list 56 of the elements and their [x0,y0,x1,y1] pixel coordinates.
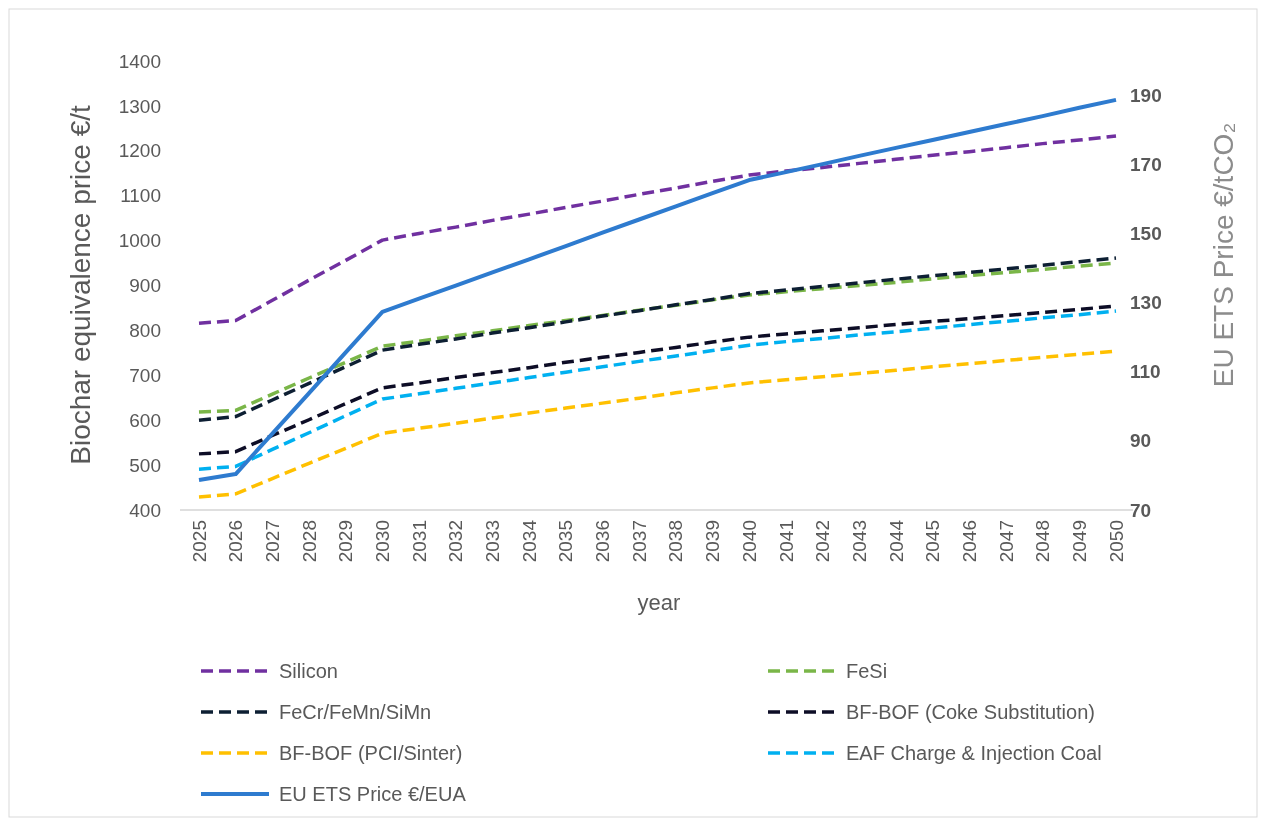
x-tick-label: 2034 [518,519,540,563]
x-tick-label: 2031 [408,520,430,563]
x-tick-label: 2040 [738,520,760,563]
x-tick-label: 2030 [372,520,394,563]
x-tick-label: 2037 [628,520,650,563]
x-axis-title: year [637,590,681,615]
y-tick-label: 1200 [118,140,161,162]
y-tick-label: 800 [129,320,161,342]
x-tick-label: 2045 [922,520,944,563]
line-series [197,134,1118,325]
x-tick-label: 2026 [225,520,247,563]
x-tick-label: 2046 [958,520,980,563]
y2-tick-label: 170 [1130,153,1162,175]
y-tick-label: 900 [129,275,161,297]
y2-tick-label: 150 [1130,222,1162,244]
x-tick-label: 2049 [1068,520,1090,563]
x-tick-label: 2039 [702,520,724,563]
x-tick-label: 2044 [885,519,907,563]
y-tick-label: 500 [129,454,161,476]
y2-tick-label: 130 [1130,292,1162,314]
x-tick-label: 2047 [995,520,1017,563]
y2-tick-label: 70 [1130,499,1152,521]
x-tick-label: 2032 [445,520,467,563]
y-tick-label: 1000 [118,230,161,252]
x-tick-label: 2041 [775,520,797,563]
x-tick-label: 2025 [188,520,210,563]
x-tick-label: 2035 [555,520,577,563]
x-tick-label: 2033 [482,520,504,563]
y2-axis-title: EU ETS Price €/tCO₂ [1208,122,1239,388]
y-tick-label: 1300 [118,95,161,117]
y2-tick-label: 190 [1130,84,1162,106]
x-tick-label: 2036 [592,520,614,563]
x-tick-label: 2050 [1105,520,1127,563]
legend-label: Silicon [279,660,338,682]
legend-label: EU ETS Price €/EUA [279,783,467,805]
x-tick-label: 2028 [298,520,320,563]
legend-label: FeSi [846,660,888,682]
legend-label: BF-BOF (PCI/Sinter) [279,742,463,764]
x-tick-label: 2043 [848,520,870,563]
legend-label: BF-BOF (Coke Substitution) [846,701,1095,723]
x-tick-label: 2029 [335,520,357,563]
y-tick-label: 1100 [120,185,161,207]
legend-label: EAF Charge & Injection Coal [846,742,1102,764]
y-tick-label: 700 [129,364,161,386]
y-axis-title: Biochar equivalence price €/t [65,105,96,465]
x-tick-label: 2042 [812,520,834,563]
y-tick-label: 1400 [118,50,161,72]
x-tick-label: 2038 [665,520,687,563]
x-tick-label: 2048 [1032,520,1054,563]
y-tick-label: 400 [129,499,161,521]
line-series [197,97,1118,482]
y2-tick-label: 110 [1130,361,1161,383]
x-tick-label: 2027 [262,520,284,563]
y2-tick-label: 90 [1130,430,1152,452]
y-tick-label: 600 [129,409,161,431]
legend-label: FeCr/FeMn/SiMn [279,701,432,723]
